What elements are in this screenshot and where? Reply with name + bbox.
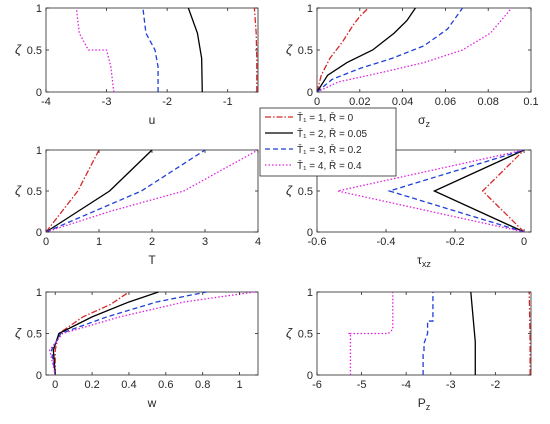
x-axis-label: τxz: [417, 253, 431, 269]
series-line-2: [316, 7, 416, 93]
series-line-3: [387, 149, 525, 233]
x-tick-label: 0: [52, 379, 58, 391]
y-tick-label: 1: [36, 145, 42, 157]
x-tick-label: -2: [490, 379, 500, 391]
x-tick-label: -6: [312, 379, 322, 391]
x-tick-label: -3: [102, 96, 112, 108]
series-line-4: [48, 291, 255, 376]
x-tick-label: 2: [149, 236, 155, 248]
x-tick-label: 0: [314, 96, 320, 108]
x-axis-label: T: [148, 253, 156, 267]
x-tick-label: 0: [521, 236, 527, 248]
series-line-4: [337, 149, 525, 233]
x-axis-label: Pz: [418, 396, 431, 412]
x-tick-label: 1: [237, 379, 243, 391]
series-line-1: [54, 291, 130, 375]
y-axis-label: ζ: [286, 42, 293, 57]
series-line-2: [432, 149, 525, 233]
y-axis-label: ζ: [286, 326, 293, 341]
y-tick-label: 0: [307, 227, 313, 239]
x-axis-label: w: [147, 396, 157, 410]
y-tick-label: 0.5: [298, 186, 313, 198]
y-axis-label: ζ: [15, 326, 22, 341]
series-line-2: [470, 291, 476, 375]
x-tick-label: 3: [202, 236, 208, 248]
x-tick-label: -2: [162, 96, 172, 108]
axes-box: [45, 149, 259, 233]
x-tick-label: -1: [223, 96, 233, 108]
series-line-4: [45, 149, 259, 233]
series-line-2: [45, 149, 153, 233]
series-line-2: [52, 291, 159, 376]
legend: T̄₁ = 1, R̄ = 0 T̄₁ = 2, R̄ = 0.05 T̄₁ = 3…: [259, 107, 397, 177]
y-axis-label: ζ: [286, 183, 293, 198]
x-tick-label: 0.6: [158, 379, 173, 391]
series-line-1: [528, 291, 531, 375]
y-tick-label: 0.5: [27, 45, 42, 57]
subplot-2: 0 0.02 0.04 0.06 0.08 0.1 0 0.5 1 σz ζ: [286, 3, 539, 129]
x-tick-label: -0.4: [377, 236, 396, 248]
series-line-3: [316, 7, 464, 93]
series-line-3: [422, 292, 434, 375]
series-line-1: [45, 149, 100, 233]
x-tick-label: 0.08: [477, 96, 498, 108]
y-tick-label: 1: [36, 3, 42, 15]
axes-box: [316, 7, 532, 93]
subplot-1: -4 -3 -2 -1 0 0.5 1 u ζ: [15, 3, 259, 127]
x-tick-label: -0.6: [308, 236, 327, 248]
x-tick-label: 0.06: [435, 96, 456, 108]
x-tick-label: 1: [96, 236, 102, 248]
x-tick-label: -4: [401, 379, 411, 391]
y-tick-label: 0: [36, 227, 42, 239]
y-tick-label: 0.5: [298, 329, 313, 341]
series-line-3: [45, 149, 206, 233]
axes-box: [316, 291, 532, 376]
y-tick-label: 0: [36, 370, 42, 382]
subplot-6: -6 -5 -4 -3 -2 0 0.5 1 Pz ζ: [286, 287, 532, 412]
series-line-1: [481, 149, 525, 233]
x-tick-label: 0.2: [84, 379, 99, 391]
y-tick-label: 0.5: [27, 329, 42, 341]
x-tick-label: 0.1: [523, 96, 538, 108]
legend-label-3: T̄₁ = 3, R̄ = 0.2: [297, 143, 362, 156]
y-tick-label: 0.5: [298, 45, 313, 57]
subplot-3: 0 1 2 3 4 0 0.5 1 Tζ: [15, 145, 261, 267]
y-tick-label: 1: [36, 287, 42, 299]
x-tick-label: 0.4: [121, 379, 136, 391]
axes-box: [45, 291, 259, 376]
series-line-1: [253, 7, 258, 92]
x-tick-label: 4: [255, 236, 261, 248]
y-tick-label: 0: [307, 370, 313, 382]
x-tick-label: -3: [446, 379, 456, 391]
x-tick-label: 0.02: [349, 96, 370, 108]
x-tick-label: 0.04: [392, 96, 413, 108]
x-tick-label: -0.2: [446, 236, 465, 248]
axes-box: [45, 7, 259, 93]
y-tick-label: 1: [307, 3, 313, 15]
legend-label-4: T̄₁ = 4, R̄ = 0.4: [297, 159, 362, 172]
series-line-4: [348, 292, 394, 375]
series-line-1: [316, 7, 369, 93]
series-line-3: [142, 7, 159, 92]
series-line-3: [50, 291, 207, 376]
legend-label-2: T̄₁ = 2, R̄ = 0.05: [297, 127, 368, 140]
x-tick-label: -5: [357, 379, 367, 391]
x-tick-label: 0.8: [195, 379, 210, 391]
x-axis-label: σz: [418, 113, 430, 129]
y-tick-label: 0: [36, 87, 42, 99]
series-line-4: [75, 7, 115, 93]
x-tick-label: 0: [43, 236, 49, 248]
y-tick-label: 0: [307, 87, 313, 99]
subplot-5: 0 0.2 0.4 0.6 0.8 1 0 0.5 1 w ζ: [15, 287, 259, 410]
y-tick-label: 1: [307, 287, 313, 299]
legend-label-1: T̄₁ = 1, R̄ = 0: [297, 111, 354, 124]
y-tick-label: 0.5: [27, 186, 42, 198]
y-axis-label: ζ: [15, 42, 22, 57]
x-tick-label: -4: [41, 96, 51, 108]
y-axis-label: ζ: [15, 183, 22, 198]
x-axis-label: u: [149, 113, 156, 127]
series-line-2: [187, 7, 203, 93]
